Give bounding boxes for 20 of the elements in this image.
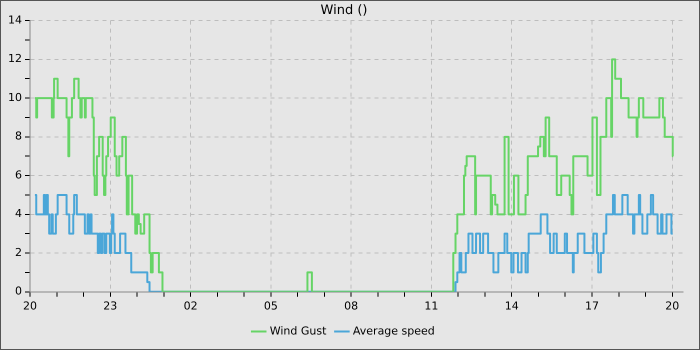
x-tick-label: 02 — [184, 299, 198, 312]
x-tick-label: 08 — [344, 299, 358, 312]
x-tick-label: 23 — [103, 299, 118, 312]
y-tick-label: 4 — [14, 207, 22, 220]
legend-label: Average speed — [352, 324, 435, 338]
y-tick-label: 0 — [14, 284, 22, 298]
y-tick-label: 2 — [14, 246, 22, 259]
x-tick-label: 20 — [665, 299, 680, 312]
x-tick-label: 17 — [585, 299, 600, 312]
x-tick-label: 20 — [22, 299, 37, 312]
y-tick-label: 10 — [8, 90, 22, 104]
legend-label: Wind Gust — [270, 324, 328, 338]
y-tick-label: 12 — [8, 52, 22, 66]
x-tick-label: 14 — [504, 299, 519, 312]
y-tick-label: 6 — [14, 168, 22, 182]
x-tick-label: 05 — [264, 299, 278, 312]
y-tick-label: 14 — [8, 13, 22, 26]
y-tick-label: 8 — [14, 130, 22, 143]
chart-title: Wind () — [320, 3, 368, 18]
x-tick-label: 11 — [424, 299, 438, 312]
